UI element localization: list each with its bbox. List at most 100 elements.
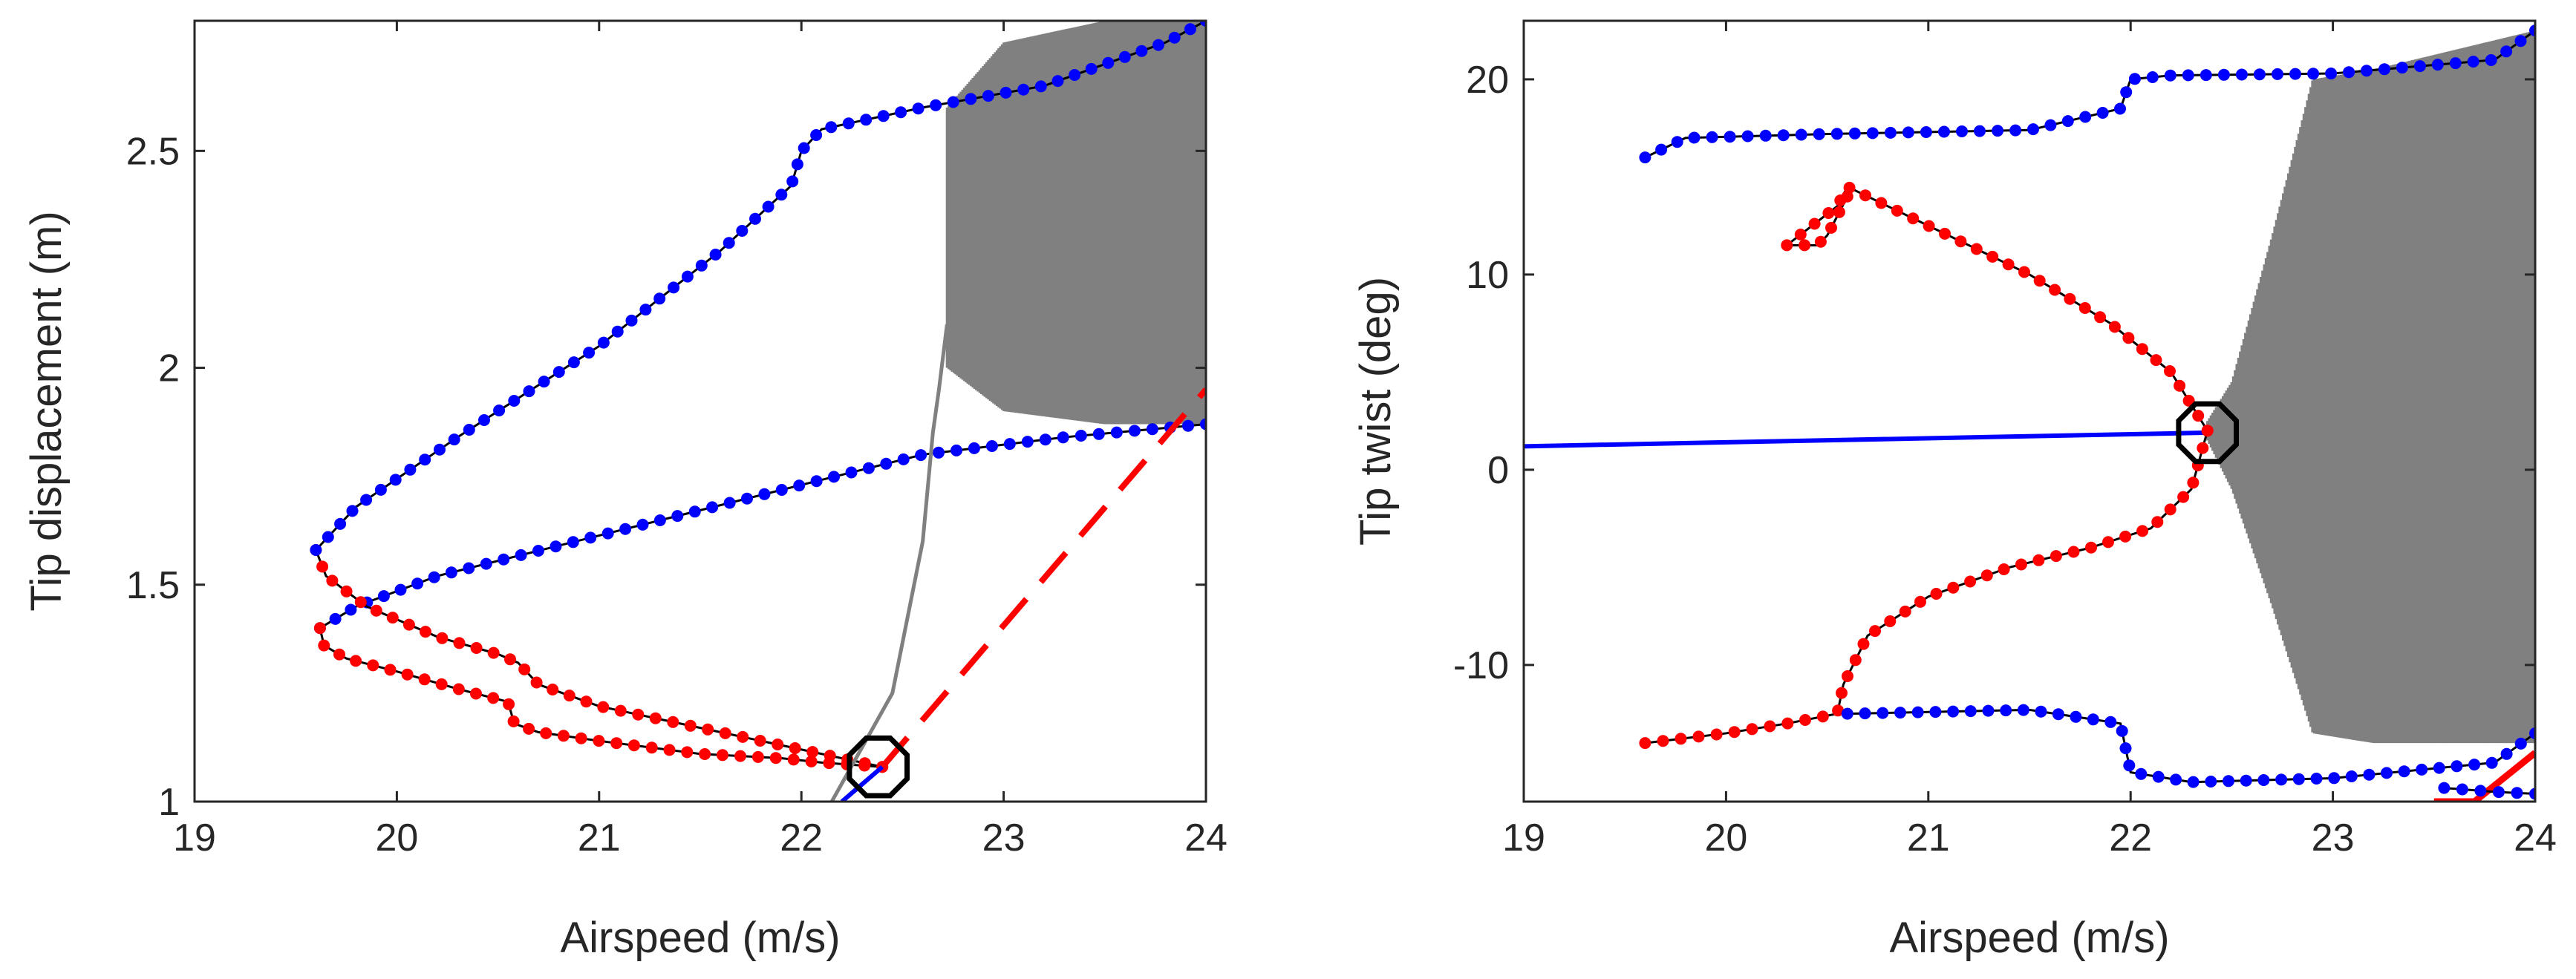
data-point [1794,229,1807,240]
data-point [2467,56,2479,68]
data-point [695,259,708,272]
data-point [709,249,722,261]
data-point [806,746,819,759]
data-point [1964,575,1977,588]
data-point [1830,128,1843,140]
x-tick-label: 21 [1907,816,1950,860]
data-point [737,730,749,743]
data-point [663,744,676,756]
data-point [1822,207,1835,219]
data-point [575,732,587,744]
data-point [1875,197,1888,209]
data-point [1688,131,1701,144]
data-point [1128,425,1141,437]
data-point [736,225,749,237]
data-point [2223,775,2234,788]
data-point [1891,204,1903,217]
data-point [775,189,788,201]
data-point [1986,250,1999,263]
data-point [2456,783,2468,796]
series-1-path [1783,185,2208,432]
data-point [1085,62,1098,75]
data-point [2343,66,2355,79]
data-point [719,727,731,739]
data-point [915,449,927,462]
data-point [2136,525,2149,537]
data-point [384,664,397,676]
data-point [2474,785,2487,797]
data-point [749,212,761,225]
series-0-path [319,423,1206,629]
plot-area [310,21,1206,802]
data-point [2235,68,2248,81]
y-tick-label: 1 [158,781,180,824]
data-point [2136,343,2148,356]
data-point [688,505,701,518]
data-point [2217,68,2230,81]
data-point [601,527,614,540]
data-point [653,514,666,526]
data-point [1808,217,1821,230]
data-point [2307,68,2320,80]
data-point [2079,111,2092,123]
data-point [1168,31,1181,44]
data-point [858,757,871,770]
data-point [653,292,666,305]
data-point [2027,123,2039,136]
data-point [2164,69,2176,82]
data-point [1907,212,1920,225]
data-point [1930,588,1943,600]
data-point [428,571,440,583]
data-point [2433,762,2445,774]
series-7-oscillation [2206,30,2535,744]
data-point [860,114,873,126]
data-point [1000,86,1012,99]
data-point [645,741,658,754]
data-point [805,755,818,767]
data-point [1920,126,1932,138]
data-point [2449,57,2462,70]
data-point [762,200,775,213]
data-point [2119,742,2132,755]
data-point [681,270,694,283]
data-point [329,612,342,625]
x-tick-label: 20 [1704,816,1747,860]
data-point [2128,73,2141,85]
data-point [2275,773,2288,786]
data-point [2529,788,2535,800]
data-point [758,488,771,500]
data-point [1833,206,1845,218]
data-point [1118,50,1131,63]
data-point [1841,707,1853,720]
data-point [448,433,460,446]
data-point [2485,54,2497,66]
data-point [1836,687,1848,699]
plot-area [1524,24,2535,802]
data-point [772,739,784,750]
data-point [734,750,746,762]
data-point [2514,35,2527,48]
data-point [2078,302,2091,314]
data-point [436,632,449,644]
data-point [2050,550,2062,563]
data-point [2052,708,2064,721]
data-point [389,474,402,486]
data-point [453,637,466,649]
data-point [2015,558,2027,571]
data-point [377,590,390,603]
data-point [2205,776,2217,788]
data-point [775,484,788,496]
data-point [2174,379,2186,392]
data-point [2033,275,2046,287]
data-point [1182,419,1194,432]
data-point [1914,595,1926,608]
series-2-unstable [1639,425,2214,750]
x-tick-label: 19 [173,816,216,860]
series-0-stable [313,418,1206,635]
data-point [684,719,697,732]
data-point [2108,321,2121,333]
y-tick-label: 2 [158,347,180,390]
data-point [2087,713,2099,726]
data-point [463,424,475,436]
data-point [1057,431,1069,444]
